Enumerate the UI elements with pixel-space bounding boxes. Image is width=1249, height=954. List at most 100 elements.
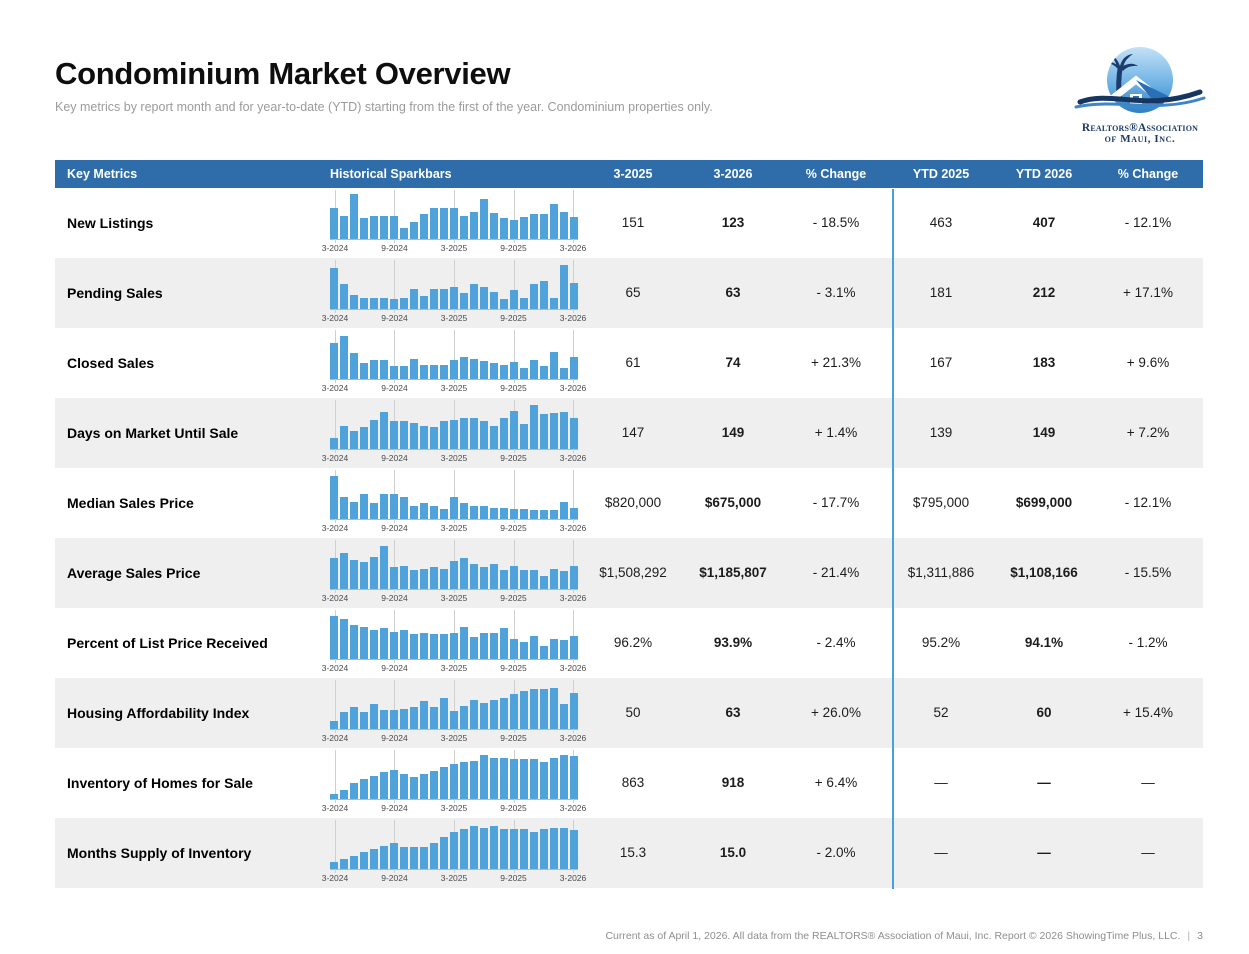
sparkbar-bar [399,846,409,869]
sparkbar-bar [330,720,339,729]
sparkbar-bar [479,632,489,659]
footer-page-number: 3 [1197,930,1203,942]
sparkbar-bar [369,704,379,729]
sparkbar-bar [519,829,529,869]
value-report-month-prev: 61 [625,355,641,370]
metric-label: Closed Sales [67,355,155,371]
sparkbar-chart: 3-2024 9-2024 3-2025 9-2025 3-2026 [322,260,586,323]
sparkbar-bar [359,851,369,869]
sparkbar-tick-label: 3-2026 [559,383,587,393]
sparkbar-tick-label: 3-2024 [321,803,349,813]
sparkbar-bars [330,193,579,239]
sparkbar-bar [399,497,409,519]
sparkbar-gridline [334,400,336,453]
sparkbar-bar [549,687,559,729]
sparkbar-bar [449,496,459,519]
sparkbar-bar [439,288,449,309]
sparkbar-bar [509,220,519,239]
sparkbar-bar [559,264,569,309]
sparkbar-bar [469,506,479,519]
sparkbar-bar [369,629,379,659]
sparkbar-tick-label: 3-2026 [559,733,587,743]
value-ytd-prev: $1,311,886 [907,565,975,580]
sparkbar-tick-label: 9-2024 [381,453,408,463]
sparkbar-bar [569,635,579,659]
col-header-3-2025: 3-2025 [613,167,653,181]
sparkbar-bar [499,628,509,659]
sparkbar-bar [519,690,529,729]
metric-label: Housing Affordability Index [67,705,250,721]
sparkbar-bar [479,287,489,309]
value-ytd-prev: $795,000 [912,495,970,510]
sparkbar-bar [509,290,519,309]
sparkbar-bar [330,267,339,309]
sparkbar-bar [349,706,359,729]
value-ytd-pct-change: + 7.2% [1126,425,1170,440]
value-ytd-current: — [1037,845,1051,860]
value-ytd-pct-change: - 15.5% [1124,565,1172,580]
sparkbar-bar [339,553,349,589]
sparkbar-gridline [454,260,455,313]
sparkbar-bar [559,501,569,519]
sparkbar-bar [469,418,479,449]
value-ytd-current: 212 [1032,285,1056,300]
sparkbar-bar [379,297,389,309]
sparkbar-bar [409,707,419,729]
value-report-month-prev: 50 [625,705,641,720]
sparkbar-bar [569,417,579,449]
sparkbar-bar [409,505,419,519]
sparkbar-bar [559,571,569,589]
sparkbar-bar [419,846,429,869]
sparkbar-bar [509,758,519,799]
sparkbar-bar [479,827,489,869]
sparkbar-bar [449,419,459,449]
sparkbar-tick-label: 3-2024 [321,523,349,533]
sparkbar-bar [479,361,489,379]
sparkbar-tick-label: 9-2025 [500,243,527,253]
sparkbar-tick-label: 9-2025 [500,593,527,603]
logo-text: Realtors®Association of Maui, Inc. [1072,122,1208,145]
sparkbar-gridline [513,330,515,383]
value-report-month-current: 63 [725,705,741,720]
col-header-ytd-2025: YTD 2025 [912,167,970,181]
sparkbar-gridline [513,610,515,663]
sparkbar-bar [409,221,419,239]
sparkbar-bar [419,774,429,799]
sparkbar-tick-label: 9-2024 [381,313,408,323]
footer-text: Current as of April 1, 2026. All data fr… [605,930,1181,942]
sparkbar-bar [549,568,559,589]
value-ytd-current: $1,108,166 [1010,565,1078,580]
sparkbar-bar [459,829,469,869]
sparkbar-bar [339,859,349,869]
sparkbar-gridline [454,680,455,733]
value-report-month-pct-change: - 2.0% [816,845,856,860]
sparkbar-bar [379,546,389,589]
sparkbar-gridline [394,680,396,733]
sparkbar-bar [359,562,369,589]
sparkbar-bar [330,616,339,659]
sparkbar-bar [449,360,459,379]
sparkbar-bar [339,336,349,379]
value-ytd-pct-change: — [1141,845,1155,860]
sparkbar-bar [339,215,349,239]
sparkbar-bar [330,557,339,589]
sparkbar-bar [419,214,429,239]
sparkbar-bars [330,473,579,519]
sparkbar-bar [379,772,389,799]
sparkbar-bar [539,281,549,309]
sparkbar-bars [330,333,579,379]
col-header-ytd-2026: YTD 2026 [1015,167,1073,181]
sparkbar-bar [449,763,459,799]
sparkbar-bar [569,693,579,729]
sparkbar-tick-label: 9-2025 [500,873,527,883]
table-header: Key Metrics Historical Sparkbars 3-2025 … [55,160,1203,188]
sparkbar-bar [509,638,519,659]
sparkbar-gridline [454,330,455,383]
sparkbar-bar [539,214,549,239]
sparkbar-bar [529,284,539,309]
sparkbar-bar [429,427,439,449]
sparkbar-tick-label: 3-2024 [321,453,349,463]
sparkbar-bar [399,421,409,449]
sparkbar-chart: 3-2024 9-2024 3-2025 9-2025 3-2026 [322,190,586,253]
sparkbar-gridline [334,820,336,873]
